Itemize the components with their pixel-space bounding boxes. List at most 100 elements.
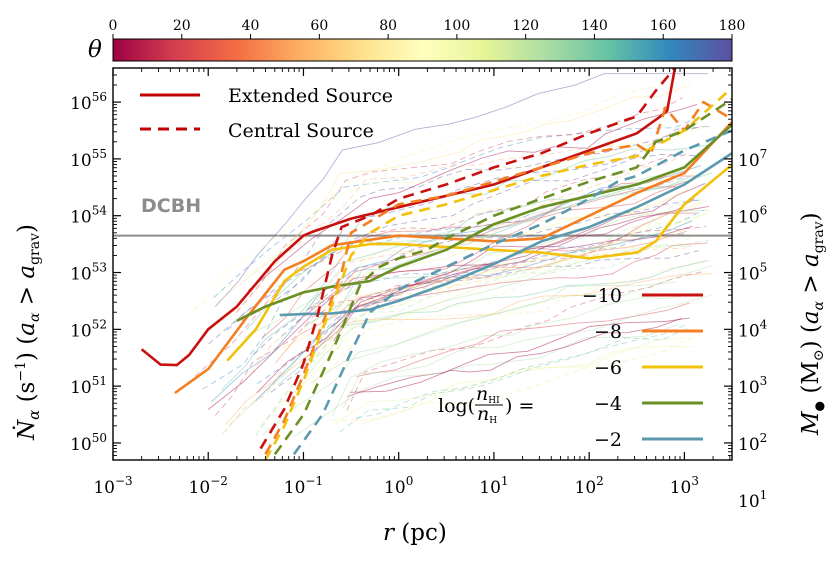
y-tick-label-right: 107 xyxy=(738,147,767,171)
x-tick-label: 10−2 xyxy=(189,474,228,498)
svg-text:Ṅα (s−1) (aα > agrav): Ṅα (s−1) (aα > agrav) xyxy=(13,224,43,441)
ratio-legend-label: −8 xyxy=(594,321,622,343)
background-line xyxy=(255,220,693,402)
y-tick-label-left: 1054 xyxy=(70,204,107,228)
background-line xyxy=(339,323,689,433)
x-tick-label: 103 xyxy=(670,474,699,498)
y-tick-label-right: 101 xyxy=(738,488,767,512)
background-line xyxy=(245,144,710,331)
colorbar-tick-label: 60 xyxy=(310,18,328,34)
colorbar-gradient xyxy=(112,38,733,62)
colorbar-tick-label: 0 xyxy=(109,18,118,34)
background-line xyxy=(255,239,712,437)
colorbar-tick-label: 140 xyxy=(581,18,608,34)
background-line xyxy=(280,233,688,337)
background-line xyxy=(277,260,708,386)
background-line xyxy=(193,82,679,310)
background-line xyxy=(295,186,681,323)
ratio-legend-label: −2 xyxy=(594,429,622,451)
background-line xyxy=(356,326,691,419)
y-tick-label-right: 106 xyxy=(738,204,767,228)
background-line xyxy=(349,317,682,393)
series-line xyxy=(292,129,732,456)
background-line xyxy=(208,153,702,345)
ratio-denominator: nH xyxy=(477,403,497,426)
y-tick-label-left: 1053 xyxy=(70,261,107,285)
legend-central-source: Central Source xyxy=(228,120,374,142)
series-line xyxy=(273,98,732,456)
ratio-numerator: nHI xyxy=(476,383,500,406)
background-line xyxy=(311,281,678,384)
y-tick-label-right: 102 xyxy=(738,431,767,455)
background-line xyxy=(213,114,710,298)
background-line xyxy=(263,212,708,422)
background-line xyxy=(342,294,712,409)
y-axis-title-right: M● (M⊙) (aα > agrav) xyxy=(798,212,827,436)
y-tick-label-right: 105 xyxy=(738,261,767,285)
y-tick-label-right: 103 xyxy=(738,374,767,398)
legend-extended-source: Extended Source xyxy=(228,85,393,107)
background-line xyxy=(346,317,690,397)
series-line xyxy=(226,163,732,362)
y-tick-label-left: 1056 xyxy=(70,90,107,114)
x-axis-title: r (pc) xyxy=(383,520,447,546)
colorbar-tick-label: 120 xyxy=(512,18,539,34)
series-line xyxy=(140,68,677,367)
style-legend: Extended Source Central Source xyxy=(140,85,393,142)
colorbar-tick-label: 180 xyxy=(719,18,746,34)
background-line xyxy=(202,175,688,390)
colorbar-tick-label: 100 xyxy=(444,18,471,34)
background-line xyxy=(331,333,701,421)
background-line xyxy=(190,125,708,315)
background-line xyxy=(250,152,688,375)
series-line xyxy=(259,68,676,450)
colorbar-tick-label: 80 xyxy=(379,18,397,34)
background-line xyxy=(328,173,703,303)
ratio-legend-label: −6 xyxy=(594,357,622,379)
dcbh-label: DCBH xyxy=(141,195,201,217)
background-line xyxy=(270,250,699,393)
x-tick-label: 10−3 xyxy=(93,474,132,498)
ratio-suffix: ) = xyxy=(505,395,534,417)
background-line xyxy=(333,345,693,425)
ratio-legend-label: −4 xyxy=(594,393,622,415)
colorbar-tick-label: 40 xyxy=(242,18,260,34)
x-tick-label: 10−1 xyxy=(284,474,323,498)
colorbar-tick-label: 160 xyxy=(650,18,677,34)
background-line xyxy=(304,233,698,363)
y-tick-label-left: 1055 xyxy=(70,147,107,171)
series-line xyxy=(174,121,732,395)
background-line xyxy=(241,125,712,322)
background-line xyxy=(228,209,710,427)
colorbar-tick-label: 20 xyxy=(173,18,191,34)
ratio-legend: −10 −8 −6 −4 −2 log( nHI nH ) = xyxy=(438,285,703,451)
series-line xyxy=(264,100,732,455)
axis-ticks: 10−3 10−2 10−1 100 101 102 103 1050 1051 1052 1053… xyxy=(70,68,768,512)
background-line xyxy=(300,242,704,389)
background-line xyxy=(293,323,679,438)
y-axis-title-left: Ṅα (s−1) (aα > agrav) xyxy=(13,224,43,441)
background-line xyxy=(221,176,691,391)
ratio-prefix: log( xyxy=(438,395,475,417)
colorbar-ticks: 0 20 40 60 80 100 120 140 160 180 xyxy=(109,18,746,39)
background-line xyxy=(282,201,700,349)
ratio-legend-label: −10 xyxy=(582,285,622,307)
background-line xyxy=(359,337,687,426)
colorbar-label: θ xyxy=(88,37,102,63)
background-line xyxy=(222,247,686,434)
background-line xyxy=(242,163,696,339)
y-tick-label-left: 1052 xyxy=(70,317,107,341)
background-line xyxy=(334,189,688,308)
background-line xyxy=(194,149,688,377)
y-tick-label-left: 1051 xyxy=(70,374,107,398)
background-line xyxy=(225,273,713,425)
background-line xyxy=(356,302,690,378)
background-line xyxy=(214,73,708,308)
background-line xyxy=(260,198,706,428)
background-line xyxy=(236,120,702,312)
plot-frame xyxy=(112,67,733,461)
y-tick-label-left: 1050 xyxy=(70,431,107,455)
background-line xyxy=(214,226,707,416)
series-line xyxy=(236,123,732,322)
series-layer xyxy=(140,68,732,460)
